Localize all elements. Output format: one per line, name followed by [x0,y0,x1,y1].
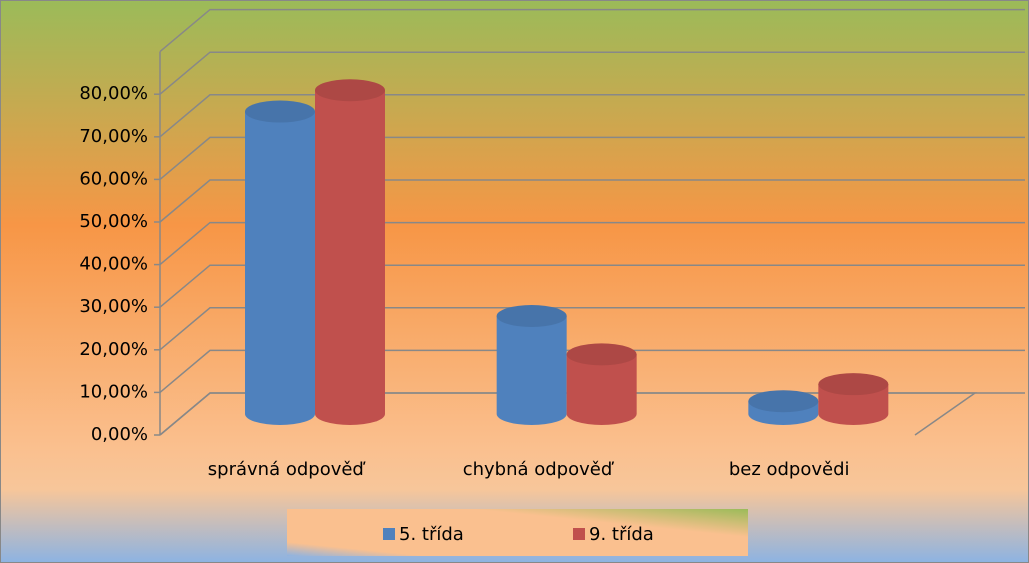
legend-label: 5. třída [399,524,464,545]
grid-line [159,94,1025,138]
cylinder-body [315,90,385,426]
legend-swatch [383,528,395,540]
y-tick-label: 30,00% [79,296,148,317]
cylinder-top [818,373,889,396]
cylinder-body [245,111,315,425]
cylinder-body [818,384,889,425]
x-tick-label: bez odpovědi [729,459,850,480]
grid-line [159,221,1025,266]
grid-line [159,392,1025,436]
grid-line [159,264,1025,308]
x-tick-label: správná odpověď [208,459,367,480]
y-tick-label: 60,00% [79,168,148,189]
grid-line [159,8,1025,53]
cylinder [748,390,819,425]
cylinder-top [315,79,385,102]
cylinder-top [245,100,315,123]
y-tick-label: 0,00% [91,424,148,445]
cylinder-top [566,343,637,366]
legend-box [287,509,748,556]
cylinder [818,373,889,425]
x-tick-label: chybná odpověď [463,459,615,480]
y-tick-label: 50,00% [79,211,148,232]
y-tick-label: 10,00% [79,381,148,402]
grid-line [159,136,1025,180]
legend-swatch [573,528,585,540]
cylinder-body [496,316,567,425]
grid-line [159,307,1025,351]
grid-line [159,349,1025,393]
cylinder [315,79,385,426]
grid-line [159,179,1025,223]
cylinder [566,343,637,425]
grid-line [159,51,1025,95]
cylinder [496,305,567,425]
cylinder-body [566,354,637,425]
legend-label: 9. třída [589,524,654,545]
cylinder-top [748,390,819,413]
y-tick-label: 70,00% [79,126,148,147]
y-tick-label: 20,00% [79,339,148,360]
cylinder-top [496,305,567,328]
cylinder [245,100,315,425]
y-tick-label: 40,00% [79,254,148,275]
y-tick-label: 80,00% [79,83,148,104]
